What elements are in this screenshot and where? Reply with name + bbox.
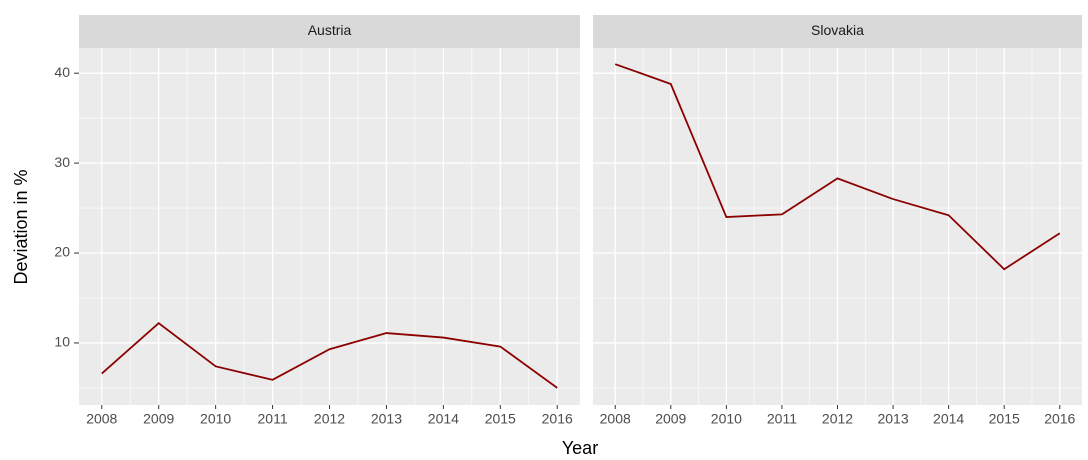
y-axis-label: Deviation in %	[11, 169, 31, 284]
strip	[79, 15, 580, 48]
x-tick-label: 2014	[428, 411, 459, 427]
y-tick-label: 20	[54, 244, 70, 260]
x-tick-label: 2014	[933, 411, 964, 427]
line	[614, 63, 1061, 271]
strip	[593, 15, 1082, 48]
y-tick-label: 30	[54, 154, 70, 170]
x-tick-label: 2016	[542, 411, 573, 427]
x-tick-label: 2009	[655, 411, 686, 427]
strip-label: Slovakia	[811, 22, 864, 38]
x-tick-label: 2010	[200, 411, 231, 427]
x-tick-label: 2011	[258, 411, 288, 427]
strip-label: Austria	[308, 22, 352, 38]
y-tick-label: 40	[54, 64, 70, 80]
line	[101, 322, 558, 389]
x-axis-label: Year	[562, 438, 598, 458]
x-tick-label: 2009	[143, 411, 174, 427]
y-tick-label: 10	[54, 334, 70, 350]
x-tick-label: 2016	[1044, 411, 1075, 427]
x-tick-label: 2012	[314, 411, 345, 427]
x-tick-label: 2011	[767, 411, 797, 427]
x-tick-label: 2015	[485, 411, 516, 427]
x-tick-label: 2015	[989, 411, 1020, 427]
x-tick-label: 2008	[86, 411, 117, 427]
x-tick-label: 2013	[371, 411, 402, 427]
x-tick-label: 2010	[711, 411, 742, 427]
x-tick-label: 2013	[877, 411, 908, 427]
x-tick-label: 2012	[822, 411, 853, 427]
x-tick-label: 2008	[600, 411, 631, 427]
